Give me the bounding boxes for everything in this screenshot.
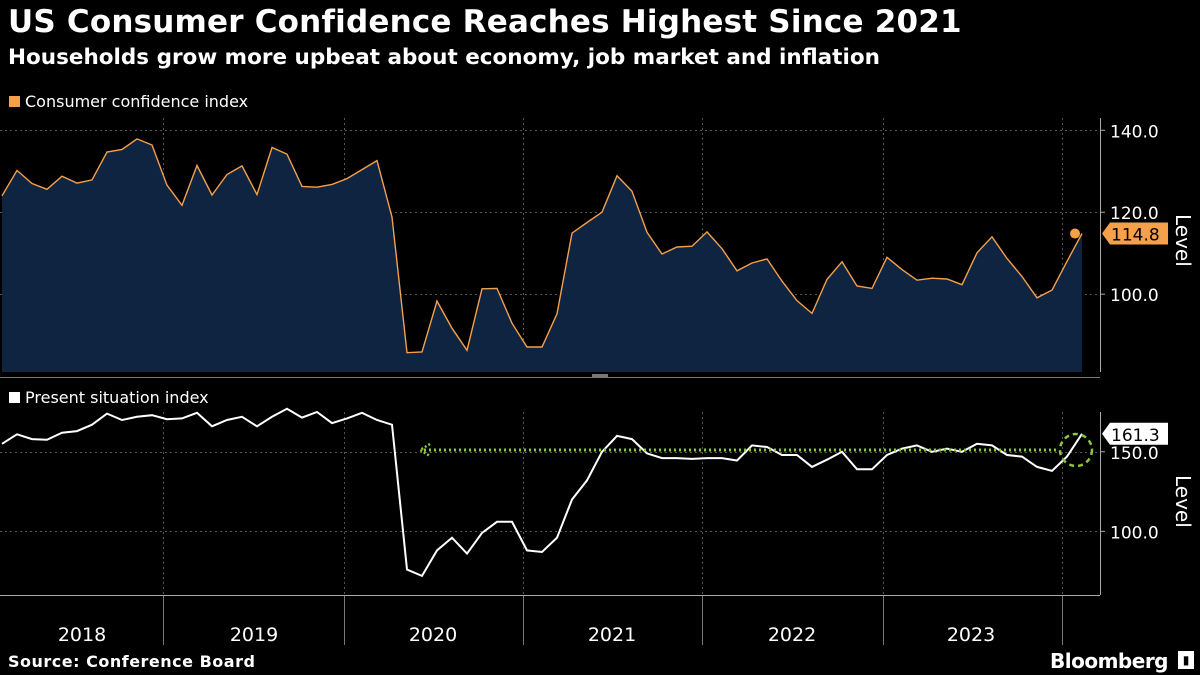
annotation-group: [417, 432, 1094, 468]
legend-swatch-orange: [9, 96, 20, 107]
top-ytick-label-2: 140.0: [1110, 122, 1159, 142]
confidence-last-value-box: [1102, 222, 1168, 245]
divider-handle: [592, 374, 608, 377]
x-tick-label-2021: 2021: [588, 624, 636, 646]
x-tick-label-2023: 2023: [947, 624, 995, 646]
annotation-highlight-circle: [1058, 432, 1094, 468]
legend-present-situation: Present situation index: [9, 388, 209, 407]
present-last-value-box: [1102, 422, 1168, 445]
consumer-confidence-line: [1, 138, 1083, 354]
x-tick-label-2018: 2018: [58, 624, 106, 646]
bloomberg-logo: Bloomberg: [1050, 649, 1168, 673]
legend-consumer-confidence: Consumer confidence index: [9, 92, 248, 111]
legend-label-consumer-confidence: Consumer confidence index: [25, 92, 249, 111]
legend-swatch-white: [9, 392, 20, 403]
chart-subtitle: Households grow more upbeat about econom…: [8, 45, 880, 70]
x-tick-label-2019: 2019: [230, 624, 278, 646]
top-ytick-label-0: 100.0: [1110, 286, 1159, 306]
x-tick-label-2022: 2022: [768, 624, 816, 646]
bottom-panel-grid: [0, 412, 1100, 595]
bottom-ytick-label-1: 150.0: [1110, 444, 1159, 464]
top-ytick-label-1: 120.0: [1110, 204, 1159, 224]
confidence-last-value-label: 114.8: [1111, 226, 1160, 246]
terminal-icon: ▮: [1178, 651, 1194, 669]
confidence-last-point: [1070, 228, 1080, 239]
legend-label-present-situation: Present situation index: [25, 388, 209, 407]
present-last-value-label: 161.3: [1111, 426, 1160, 446]
chart-title: US Consumer Confidence Reaches Highest S…: [8, 4, 962, 40]
labels-group: 100.0 120.0 140.0 100.0 150.0 Level Level 2018 2…: [58, 122, 1195, 646]
x-tick-label-2020: 2020: [409, 624, 457, 646]
present-situation-line: [1, 407, 1083, 578]
source-note: Source: Conference Board: [8, 652, 256, 671]
top-axis-title: Level: [1171, 214, 1195, 267]
bottom-ytick-label-0: 100.0: [1110, 523, 1159, 543]
axes-group: [0, 118, 1105, 645]
bottom-axis-title: Level: [1171, 475, 1195, 528]
